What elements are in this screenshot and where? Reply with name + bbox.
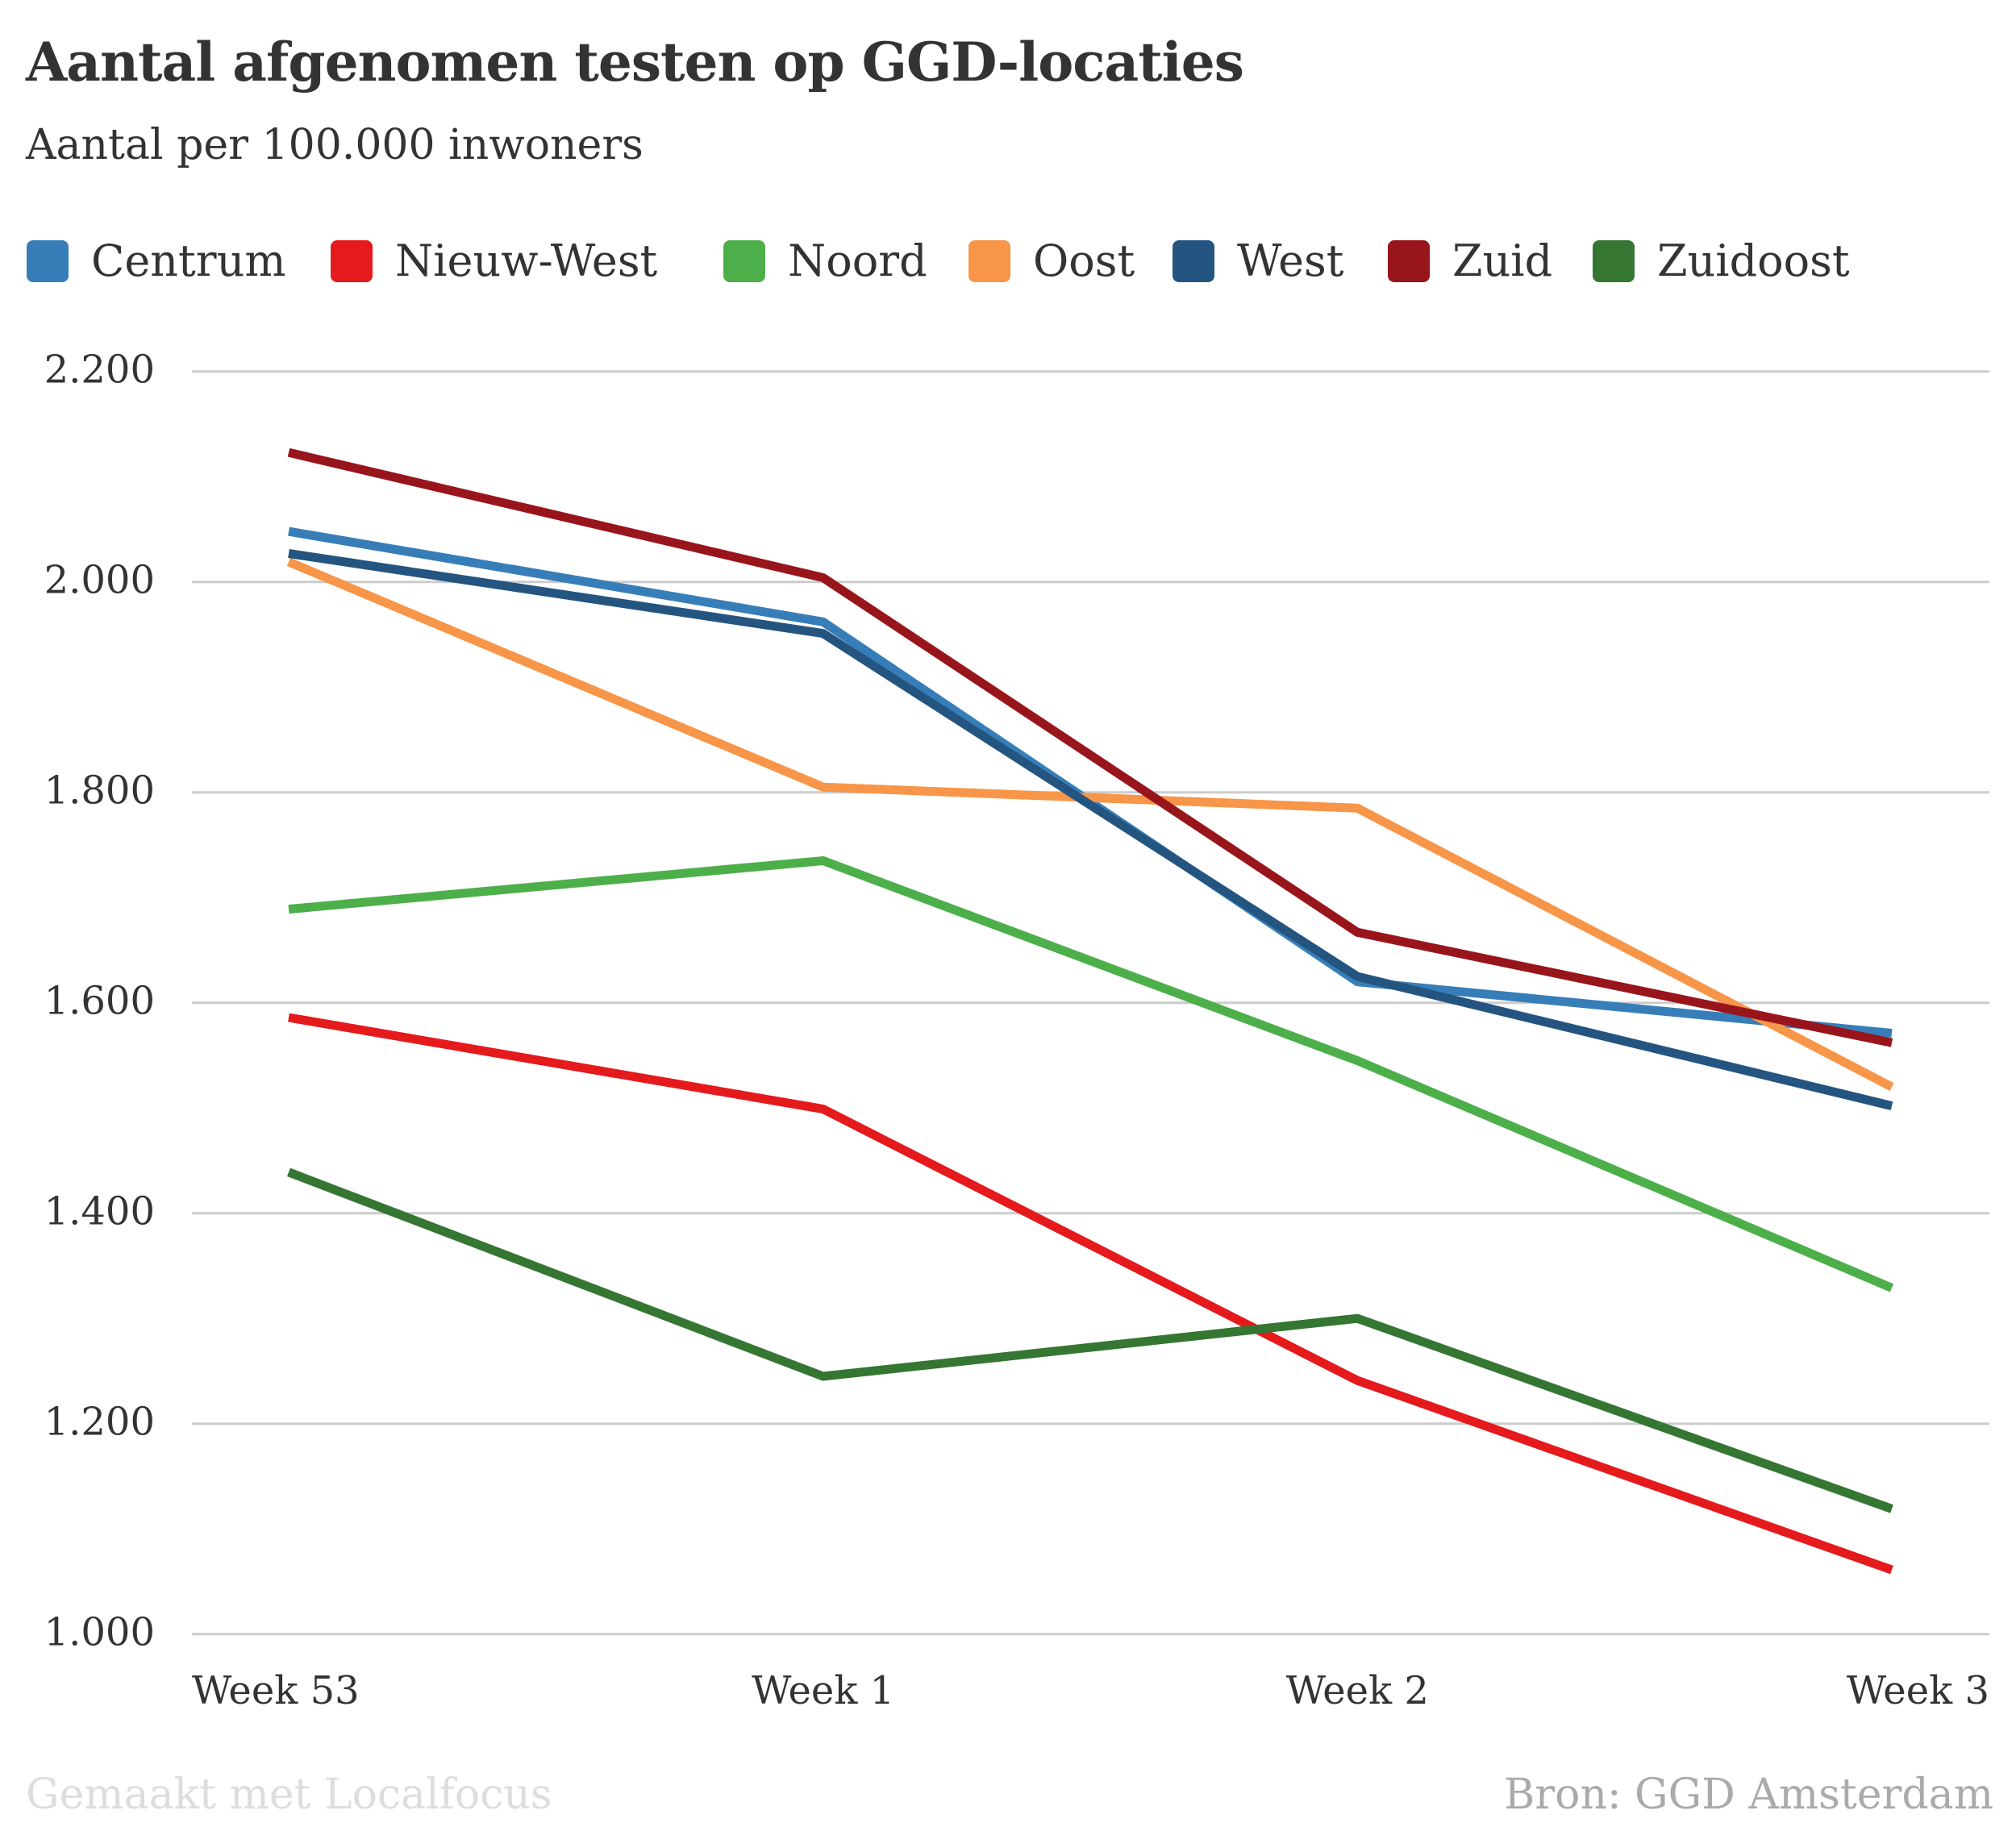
series-line-zuid[interactable] [287,447,1893,1047]
gridlines [192,370,1989,1636]
y-tick-label: 1.200 [44,1400,155,1445]
legend-swatch-zuidoost [1593,240,1635,282]
legend-swatch-zuid [1388,240,1430,282]
series-lines [286,447,1894,1575]
legend-label: Nieuw-West [395,235,658,286]
x-tick-label: Week 3 [1847,1668,1989,1713]
y-tick-label: 1.800 [44,768,155,814]
legend-swatch-centrum [27,240,69,282]
y-axis-tick-labels: 1.000 1.200 1.400 1.600 1.800 2.000 2.200 [44,348,155,1655]
legend-swatch-noord [723,240,765,282]
series-line-oost[interactable] [286,557,1894,1091]
legend-label: Zuid [1452,235,1553,286]
chart-subtitle: Aantal per 100.000 inwoners [26,121,644,169]
legend-item-oost[interactable]: Oost [968,235,1135,286]
legend-item-west[interactable]: West [1173,235,1344,286]
legend: Centrum Nieuw-West Noord Oost West Zuid … [0,0,2016,323]
legend-item-nieuw-west[interactable]: Nieuw-West [331,235,658,286]
legend-label: Zuidoost [1657,235,1850,286]
chart-title: Aantal afgenomen testen op GGD-locaties [26,31,1244,94]
series-line-noord[interactable] [288,855,1894,1292]
legend-label: Centrum [91,235,286,286]
x-axis-tick-labels: Week 53 Week 1 Week 2 Week 3 [192,1668,1989,1713]
series-line-zuidoost[interactable] [287,1167,1893,1513]
footer-source: Bron: GGD Amsterdam [1504,1771,1993,1819]
y-tick-label: 1.000 [44,1610,155,1655]
legend-label: Oost [1033,235,1135,286]
y-tick-label: 1.400 [44,1189,155,1234]
legend-item-noord[interactable]: Noord [723,235,927,286]
legend-item-zuid[interactable]: Zuid [1388,235,1553,286]
x-tick-label: Week 2 [1286,1668,1429,1713]
legend-item-centrum[interactable]: Centrum [27,235,286,286]
legend-label: West [1237,235,1344,286]
footer-credit[interactable]: Gemaakt met Localfocus [26,1771,552,1819]
legend-label: Noord [788,235,927,286]
series-line-nieuw-west[interactable] [288,1013,1893,1575]
y-tick-label: 1.600 [44,979,155,1024]
series-line-west[interactable] [288,549,1893,1110]
legend-swatch-west [1173,240,1214,282]
x-tick-label: Week 53 [192,1668,360,1713]
y-tick-label: 2.000 [44,558,155,603]
legend-item-zuidoost[interactable]: Zuidoost [1593,235,1850,286]
x-tick-label: Week 1 [752,1668,894,1713]
legend-swatch-nieuw-west [331,240,373,282]
y-tick-label: 2.200 [44,348,155,393]
legend-swatch-oost [968,240,1010,282]
